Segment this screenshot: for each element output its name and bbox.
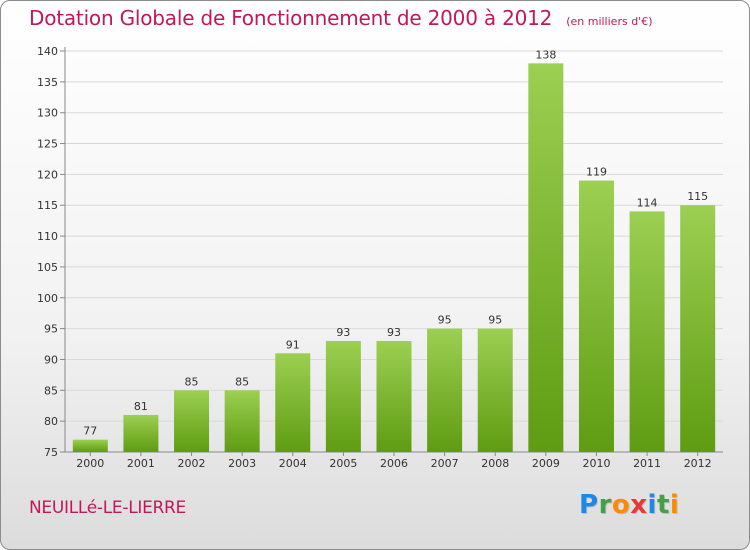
x-tick-label: 2003 <box>228 457 256 470</box>
bar-value-label: 119 <box>586 166 607 179</box>
bar <box>72 439 108 452</box>
proxiti-logo: Proxiti <box>579 490 679 520</box>
logo-letter: P <box>579 490 599 520</box>
bar-value-label: 95 <box>438 314 452 327</box>
bar <box>578 180 614 453</box>
chart-subtitle: (en milliers d'€) <box>566 15 653 28</box>
logo-letter: i <box>669 490 680 520</box>
bar-value-label: 93 <box>336 326 350 339</box>
x-tick-label: 2004 <box>279 457 307 470</box>
bar <box>629 211 665 452</box>
bar-value-label: 91 <box>286 338 300 351</box>
x-tick-label: 2005 <box>329 457 357 470</box>
y-tick-label: 135 <box>37 76 58 89</box>
bar-value-label: 85 <box>185 375 199 388</box>
y-tick-label: 90 <box>44 353 58 366</box>
y-tick-label: 85 <box>44 384 58 397</box>
y-tick-label: 75 <box>44 446 58 459</box>
y-tick-label: 95 <box>44 323 58 336</box>
x-tick-label: 2012 <box>684 457 712 470</box>
y-tick-label: 115 <box>37 199 58 212</box>
bar-value-label: 93 <box>387 326 401 339</box>
bar-value-label: 138 <box>535 48 556 61</box>
bar <box>174 390 210 452</box>
y-tick-label: 140 <box>37 45 58 58</box>
bar <box>123 414 159 452</box>
y-tick-label: 110 <box>37 230 58 243</box>
title-row: Dotation Globale de Fonctionnement de 20… <box>29 6 652 30</box>
y-tick-label: 80 <box>44 415 58 428</box>
bar-value-label: 95 <box>488 314 502 327</box>
y-tick-label: 105 <box>37 261 58 274</box>
bar-value-label: 85 <box>235 375 249 388</box>
bar <box>224 390 260 452</box>
y-tick-label: 130 <box>37 107 58 120</box>
x-tick-label: 2010 <box>582 457 610 470</box>
logo-letter: x <box>630 490 648 520</box>
bar <box>680 205 716 452</box>
bar <box>275 353 311 452</box>
x-tick-label: 2001 <box>127 457 155 470</box>
logo-letter: r <box>598 490 612 520</box>
bar <box>325 340 361 452</box>
x-tick-label: 2008 <box>481 457 509 470</box>
x-tick-label: 2007 <box>431 457 459 470</box>
chart-title: Dotation Globale de Fonctionnement de 20… <box>29 6 553 30</box>
x-tick-label: 2006 <box>380 457 408 470</box>
bar <box>528 63 564 452</box>
x-tick-label: 2009 <box>532 457 560 470</box>
y-tick-label: 125 <box>37 138 58 151</box>
logo-letter: i <box>647 490 657 520</box>
bar-value-label: 114 <box>637 196 658 209</box>
x-tick-label: 2011 <box>633 457 661 470</box>
bar <box>477 328 513 452</box>
bar <box>427 328 463 452</box>
x-tick-label: 2000 <box>76 457 104 470</box>
y-tick-label: 100 <box>37 292 58 305</box>
bar-value-label: 115 <box>687 190 708 203</box>
logo-letter: t <box>656 490 670 520</box>
logo-letter: o <box>611 490 631 520</box>
y-tick-label: 120 <box>37 168 58 181</box>
bar-value-label: 81 <box>134 400 148 413</box>
bar <box>376 340 412 452</box>
bar-value-label: 77 <box>83 425 97 438</box>
town-name: NEUILLé-LE-LIERRE <box>29 498 186 518</box>
x-tick-label: 2002 <box>178 457 206 470</box>
